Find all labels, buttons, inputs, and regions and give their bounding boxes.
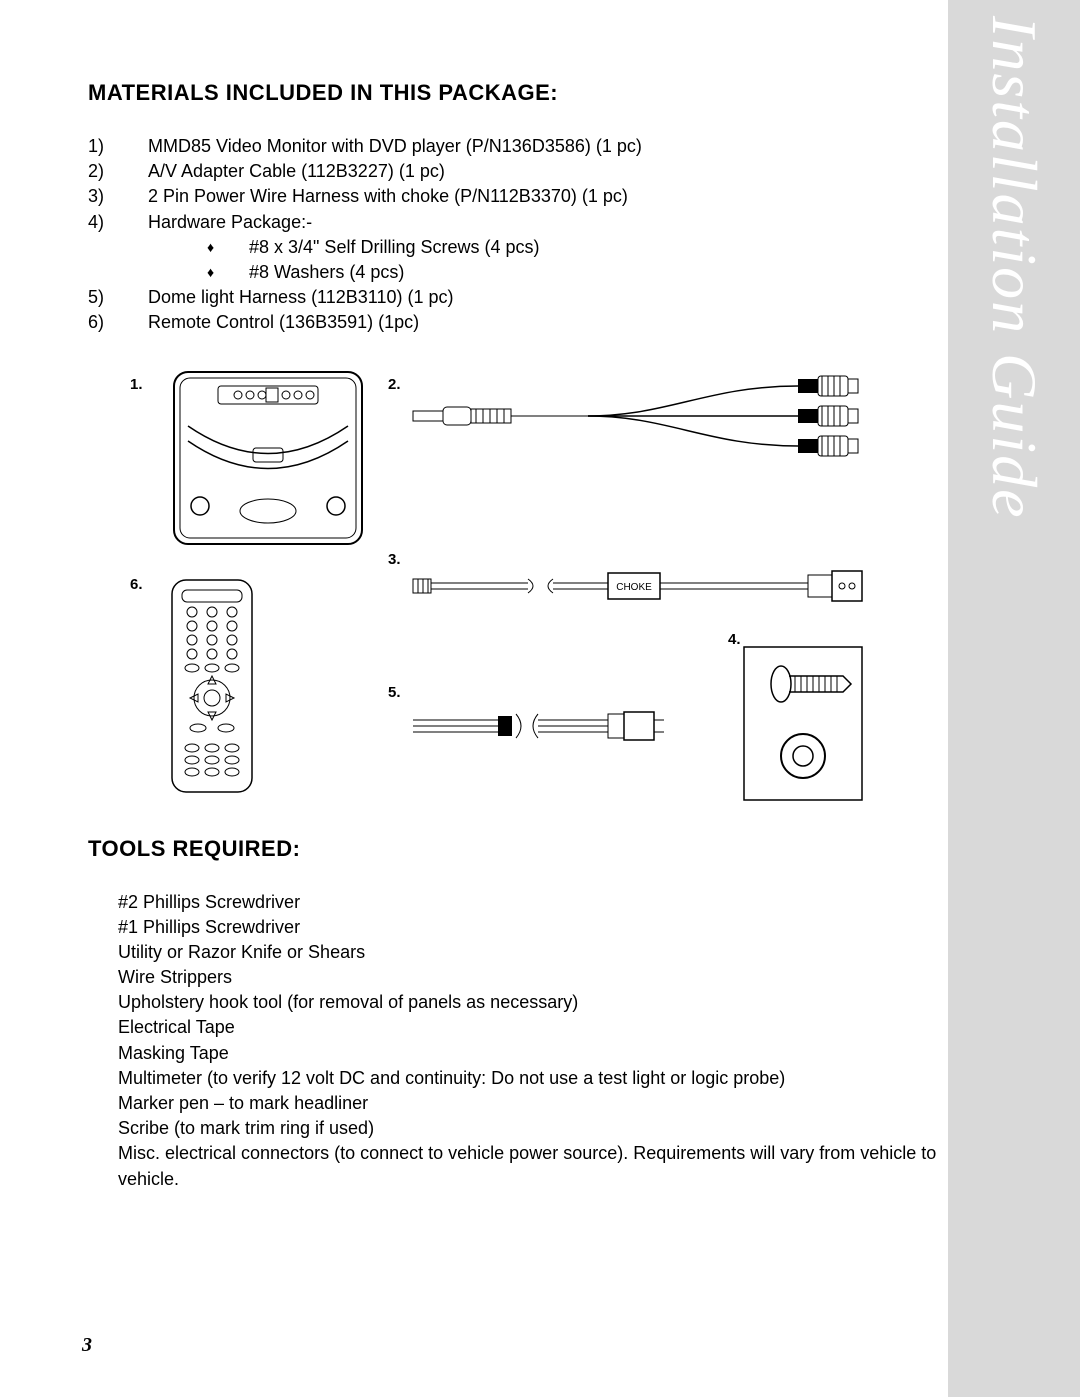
page-content: MATERIALS INCLUDED IN THIS PACKAGE: 1)MM… <box>88 80 938 1192</box>
figures-area: 1. 2. 3. <box>88 366 938 806</box>
sub-list: ♦#8 x 3/4" Self Drilling Screws (4 pcs) … <box>203 235 938 285</box>
tools-heading: TOOLS REQUIRED: <box>88 836 938 862</box>
list-item: 6)Remote Control (136B3591) (1pc) <box>88 310 938 335</box>
list-item: ♦#8 Washers (4 pcs) <box>203 260 938 285</box>
list-item: #1 Phillips Screwdriver <box>118 915 938 940</box>
page-number: 3 <box>82 1334 92 1357</box>
tools-section: TOOLS REQUIRED: #2 Phillips Screwdriver … <box>88 836 938 1192</box>
fig-label-6: 6. <box>130 576 143 593</box>
list-item: Multimeter (to verify 12 volt DC and con… <box>118 1066 938 1091</box>
list-item: Electrical Tape <box>118 1015 938 1040</box>
svg-text:CHOKE: CHOKE <box>616 582 652 593</box>
list-item: 2)A/V Adapter Cable (112B3227) (1 pc) <box>88 159 938 184</box>
list-item: ♦#8 x 3/4" Self Drilling Screws (4 pcs) <box>203 235 938 260</box>
list-item: Scribe (to mark trim ring if used) <box>118 1116 938 1141</box>
list-item: Utility or Razor Knife or Shears <box>118 940 938 965</box>
remote-diagram <box>168 576 256 796</box>
fig-label-2: 2. <box>388 376 401 393</box>
fig-label-5: 5. <box>388 684 401 701</box>
list-item: 4)Hardware Package:- <box>88 210 938 235</box>
fig-label-3: 3. <box>388 551 401 568</box>
materials-heading: MATERIALS INCLUDED IN THIS PACKAGE: <box>88 80 938 106</box>
list-item: 1)MMD85 Video Monitor with DVD player (P… <box>88 134 938 159</box>
dome-harness-diagram <box>408 706 668 746</box>
av-cable-diagram <box>408 371 868 461</box>
tools-list: #2 Phillips Screwdriver #1 Phillips Scre… <box>88 890 938 1192</box>
list-item: #2 Phillips Screwdriver <box>118 890 938 915</box>
power-harness-diagram: CHOKE <box>408 561 868 611</box>
fig-label-4: 4. <box>728 631 741 648</box>
list-item: Upholstery hook tool (for removal of pan… <box>118 990 938 1015</box>
list-item: Marker pen – to mark headliner <box>118 1091 938 1116</box>
list-item: 5)Dome light Harness (112B3110) (1 pc) <box>88 285 938 310</box>
monitor-diagram <box>168 366 368 551</box>
sidebar: Installation Guide <box>948 0 1080 1397</box>
list-item: Masking Tape <box>118 1041 938 1066</box>
list-item: 3)2 Pin Power Wire Harness with choke (P… <box>88 184 938 209</box>
fig-label-1: 1. <box>130 376 143 393</box>
sidebar-title: Installation Guide <box>977 16 1051 520</box>
hardware-diagram <box>743 646 863 801</box>
materials-list: 1)MMD85 Video Monitor with DVD player (P… <box>88 134 938 336</box>
list-item: Wire Strippers <box>118 965 938 990</box>
list-item: Misc. electrical connectors (to connect … <box>118 1141 938 1191</box>
